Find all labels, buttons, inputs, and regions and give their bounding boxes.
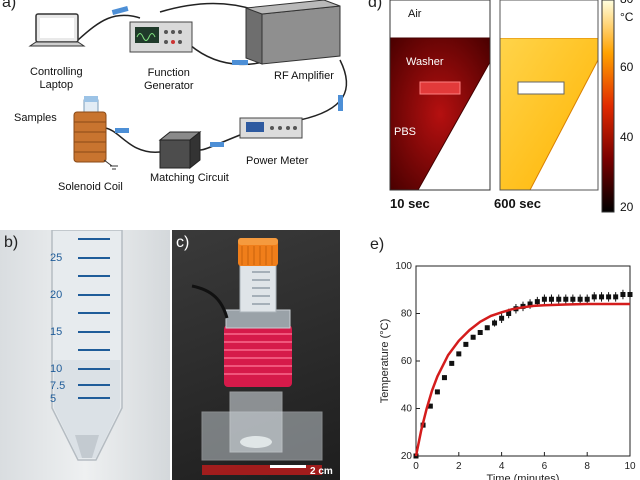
time-600s-label: 600 sec	[494, 196, 541, 211]
data-point	[484, 325, 490, 331]
panel-a: a)	[0, 0, 365, 200]
washer-10s	[419, 81, 461, 95]
washer-label: Washer	[406, 56, 444, 68]
plot-frame	[415, 265, 631, 457]
fit-curve	[414, 302, 630, 457]
x-tick-label: 6	[542, 461, 548, 472]
power-meter-icon	[239, 117, 303, 139]
x-axis-label: Time (minutes)	[487, 473, 560, 480]
data-point	[591, 294, 597, 300]
data-point	[506, 311, 512, 316]
function-generator-label: Function Generator	[144, 67, 194, 92]
cable-top	[159, 2, 256, 13]
data-point	[584, 296, 590, 302]
panel-b: b) 25 20 15 10 7.5 5	[0, 230, 170, 480]
colorbar-top-tick: 80	[620, 0, 633, 6]
rf-amplifier-icon	[245, 0, 341, 65]
data-point	[427, 403, 433, 409]
data-point	[434, 389, 440, 395]
graduation-15: 15	[50, 326, 63, 338]
y-tick-label: 40	[401, 404, 413, 415]
temperature-chart: 0 2 4 6 8 10 20 40 60 80 100 Time (minutes) Temperat…	[379, 261, 636, 480]
y-tick-label: 60	[401, 356, 413, 367]
air-label: Air	[408, 8, 422, 20]
x-tick-label: 2	[456, 461, 462, 472]
data-point	[492, 320, 498, 326]
matching-circuit-icon	[158, 130, 202, 170]
matching-circuit-label: Matching Circuit	[150, 172, 229, 184]
graduation-5: 5	[50, 393, 57, 405]
data-point	[563, 296, 569, 302]
graduation-25: 25	[50, 252, 63, 264]
data-point	[599, 294, 605, 300]
panel-a-letter: a)	[2, 0, 17, 11]
tube-photo	[51, 230, 123, 461]
colorbar-tick-40: 40	[620, 130, 634, 144]
laptop-label: Controlling Laptop	[30, 66, 83, 91]
panel-d-letter: d)	[368, 0, 383, 11]
pbs-label: PBS	[394, 126, 417, 138]
graduation-20: 20	[50, 289, 63, 301]
data-point	[470, 334, 476, 340]
time-10s-label: 10 sec	[390, 196, 430, 211]
data-point	[577, 296, 583, 302]
y-tick-label: 20	[401, 451, 413, 462]
data-point	[606, 294, 612, 300]
data-point	[499, 315, 505, 321]
data-point	[534, 299, 540, 305]
data-point	[449, 360, 455, 366]
colorbar-tick-20: 20	[620, 200, 634, 214]
data-point	[570, 296, 576, 302]
thermal-simulation	[389, 0, 615, 213]
panel-b-letter: b)	[4, 234, 19, 251]
data-point	[541, 296, 547, 302]
y-tick-label: 100	[395, 261, 412, 272]
rf-amplifier-label: RF Amplifier	[274, 70, 334, 82]
panel-c: c) 2 cm	[172, 230, 340, 480]
x-tick-label: 10	[624, 461, 636, 472]
colorbar-tick-60: 60	[620, 60, 634, 74]
panel-e-letter: e)	[370, 236, 385, 253]
data-point	[556, 296, 562, 302]
scale-bar	[270, 465, 306, 468]
cable-laptop-fg	[77, 14, 141, 41]
scale-bar-label: 2 cm	[310, 466, 333, 477]
setup-diagram	[28, 0, 348, 170]
data-point	[477, 330, 483, 335]
coil-photo	[191, 238, 323, 475]
y-tick-label: 80	[401, 309, 413, 320]
x-tick-label: 4	[499, 461, 505, 472]
solenoid-coil-label: Solenoid Coil	[58, 181, 123, 193]
tube-600s	[499, 37, 599, 191]
colorbar-unit: °C	[620, 10, 634, 24]
graduation-7-5: 7.5	[50, 380, 66, 392]
function-generator-icon	[129, 21, 193, 53]
washer-600s	[517, 81, 565, 95]
panel-e: e) 0 2 4 6 8 10 20 40 60 80 100 Time (minutes) Tempe…	[342, 230, 640, 480]
laptop-icon	[28, 13, 86, 47]
data-point	[548, 296, 554, 302]
samples-label: Samples	[14, 112, 57, 124]
colorbar	[601, 0, 615, 213]
data-point	[463, 341, 469, 347]
data-point	[527, 301, 533, 307]
data-point	[613, 294, 619, 300]
cable-mc-coil	[104, 127, 161, 153]
panel-d: d)	[368, 0, 640, 225]
graduation-10: 10	[50, 363, 63, 375]
x-tick-label: 0	[413, 461, 419, 472]
data-point	[441, 375, 447, 381]
data-point	[627, 292, 633, 297]
panel-c-letter: c)	[176, 234, 190, 251]
solenoid-coil-icon	[73, 96, 118, 170]
data-point	[456, 351, 462, 357]
data-point	[620, 292, 626, 297]
x-tick-label: 8	[584, 461, 590, 472]
power-meter-label: Power Meter	[246, 155, 309, 167]
y-axis-label: Temperature (°C)	[379, 319, 391, 403]
